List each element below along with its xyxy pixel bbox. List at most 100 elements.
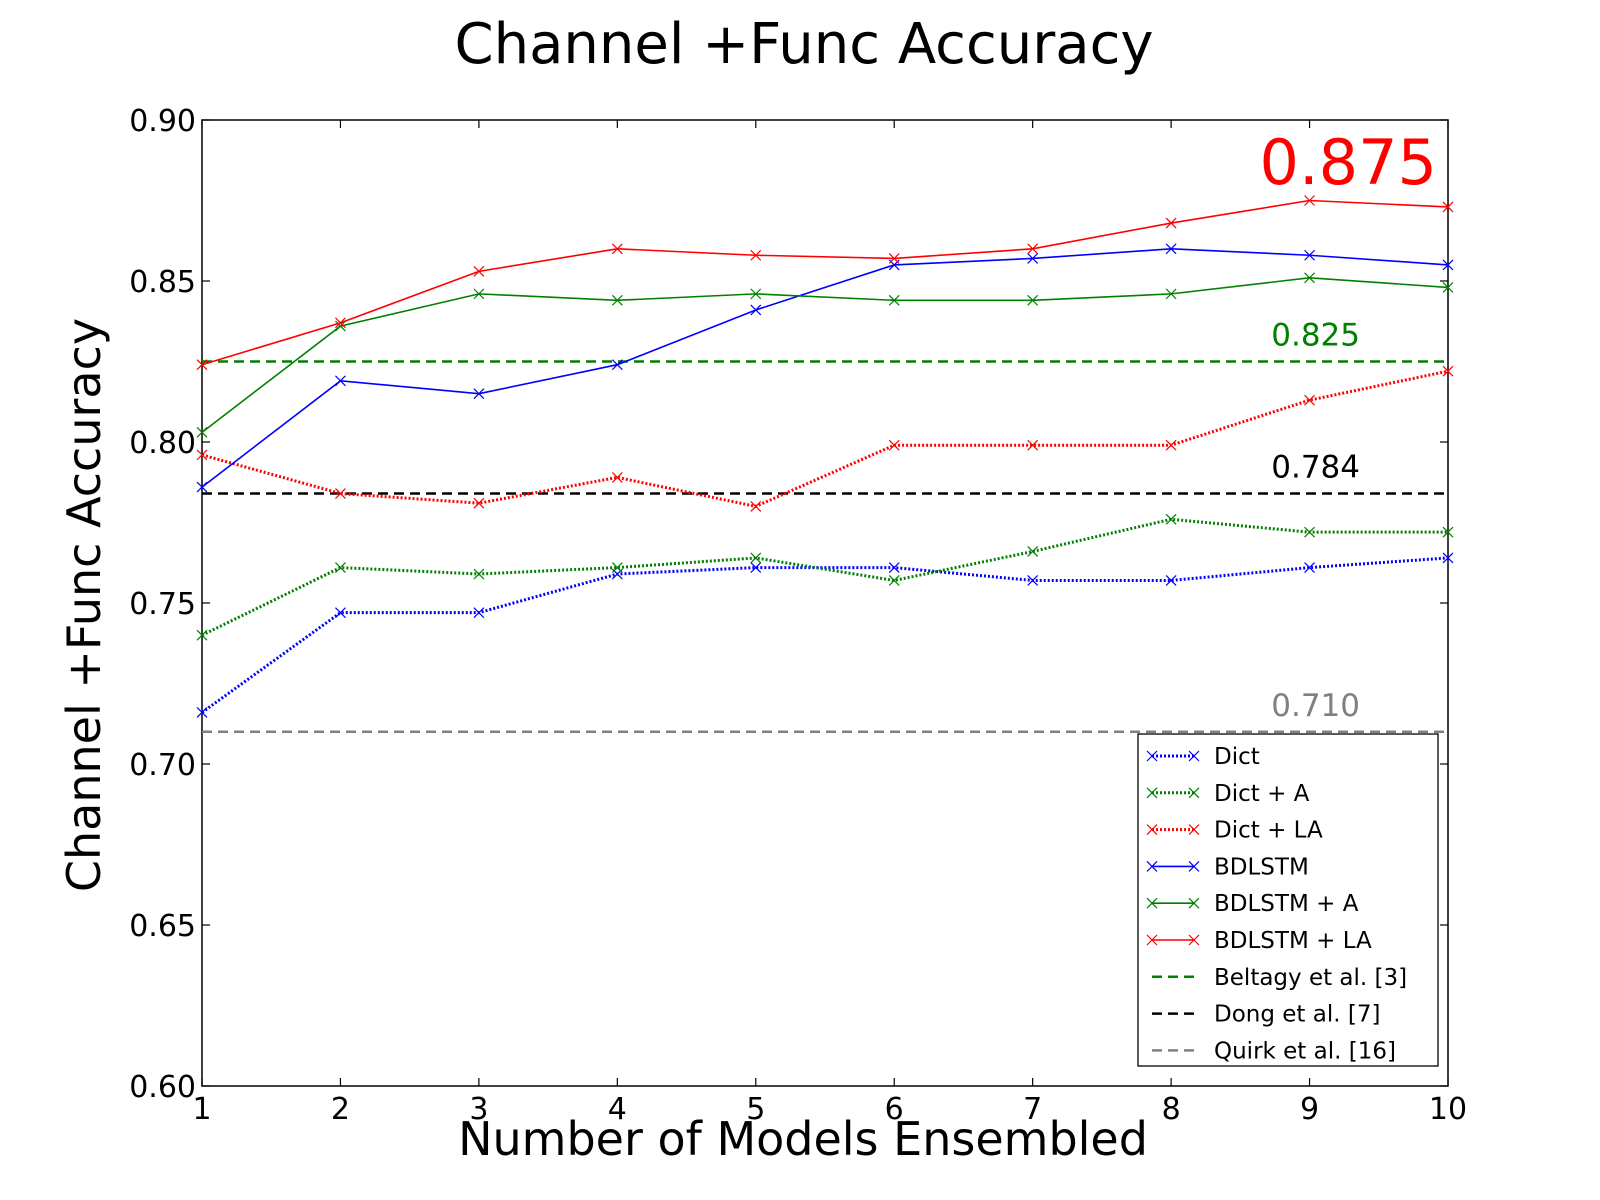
data-point [1442, 365, 1454, 377]
legend-frame [1137, 733, 1439, 1067]
data-point [1442, 526, 1454, 538]
x-tick-label: 4 [608, 1092, 627, 1127]
y-tick-label: 0.80 [129, 426, 196, 461]
data-point [335, 562, 346, 574]
data-point [1146, 787, 1158, 799]
series-bdlstm-a [196, 272, 1454, 438]
series-line [201, 247, 1449, 488]
data-point [1188, 750, 1200, 762]
legend-item: Quirk et al. [16] [1152, 1038, 1396, 1064]
y-tick-label: 0.65 [129, 909, 196, 944]
reference-line-label: 0.825 [1271, 318, 1360, 354]
data-point [196, 707, 208, 718]
x-tick-label: 2 [331, 1092, 350, 1127]
legend-item: BDLSTM + LA [1146, 928, 1372, 954]
data-point [1188, 824, 1200, 836]
data-point [473, 388, 485, 400]
data-point [611, 562, 623, 574]
plot-area: 1 2 3 4 5 6 7 8 9 10 0.60 0.65 0.70 0.75 0.80 0.85 0.90 0… [129, 104, 1467, 1127]
data-point [196, 481, 208, 493]
data-point [196, 449, 208, 461]
data-point [473, 607, 485, 619]
series-dict-a [196, 513, 1454, 641]
data-point [473, 568, 485, 580]
x-tick-label: 3 [469, 1092, 488, 1127]
x-tick-label: 6 [885, 1092, 904, 1127]
x-tick-label: 1 [192, 1092, 211, 1127]
legend-label: Dict + A [1214, 781, 1310, 807]
reference-line-label: 0.784 [1271, 450, 1360, 486]
data-point [1146, 750, 1158, 762]
data-point [335, 488, 346, 499]
data-point [750, 288, 762, 300]
data-point [1442, 201, 1454, 213]
data-point [888, 562, 900, 574]
data-point [1304, 526, 1315, 538]
legend-item: Dict + A [1146, 781, 1310, 807]
data-point [1027, 294, 1039, 306]
legend-item: Beltagy et al. [3] [1152, 965, 1407, 991]
data-point [1188, 787, 1200, 799]
data-point [335, 317, 346, 329]
data-point [1146, 897, 1158, 909]
data-point [1027, 439, 1039, 451]
data-point [1188, 860, 1200, 872]
data-point [750, 500, 762, 512]
data-point [1165, 439, 1177, 451]
data-point [1165, 575, 1177, 586]
legend-item: Dong et al. [7] [1152, 1002, 1380, 1028]
data-point [473, 265, 485, 277]
x-axis-label: Number of Models Ensembled [458, 1112, 1148, 1166]
data-point [335, 607, 346, 619]
data-point [888, 439, 900, 451]
legend-label: BDLSTM + A [1214, 891, 1359, 917]
data-point [196, 629, 208, 641]
series-dict-la [196, 365, 1454, 512]
y-tick-label: 0.60 [129, 1070, 196, 1105]
x-tick-label: 10 [1429, 1092, 1467, 1127]
data-point [335, 320, 346, 332]
data-point [611, 359, 623, 371]
data-point [750, 249, 762, 261]
data-point [1304, 272, 1315, 284]
series-line [201, 517, 1448, 637]
data-point [335, 375, 346, 387]
y-tick-label: 0.90 [129, 104, 196, 139]
data-point [1146, 934, 1158, 946]
legend-label: BDLSTM + LA [1214, 928, 1372, 954]
best-score-annotation: 0.875 [1260, 126, 1438, 199]
series-dict [196, 552, 1454, 718]
data-point [1027, 243, 1039, 255]
data-point [1442, 552, 1454, 564]
legend-item: Dict + LA [1146, 818, 1323, 844]
data-point [1188, 934, 1200, 946]
data-point [196, 426, 208, 438]
data-point [1146, 824, 1158, 836]
data-point [473, 288, 485, 300]
data-point [750, 304, 762, 316]
y-axis-label: Channel +Func Accuracy [57, 318, 111, 892]
data-point [611, 471, 623, 483]
data-point [1188, 897, 1200, 909]
legend-label: BDLSTM [1214, 854, 1309, 880]
data-point [888, 294, 900, 306]
data-point [1165, 243, 1177, 255]
series-line [201, 556, 1449, 714]
data-point [196, 359, 208, 371]
series-line [201, 199, 1449, 366]
data-point [1027, 575, 1039, 586]
legend-label: Dong et al. [7] [1214, 1002, 1380, 1028]
legend-label: Dict + LA [1214, 818, 1323, 844]
data-point [1165, 217, 1177, 229]
legend-label: Beltagy et al. [3] [1214, 965, 1407, 991]
data-point [1304, 195, 1315, 206]
data-point [1027, 253, 1039, 264]
reference-line-label: 0.710 [1271, 688, 1360, 724]
x-tick-label: 9 [1300, 1092, 1319, 1127]
data-point [1442, 259, 1454, 271]
data-point [1165, 513, 1177, 525]
legend-label: Dict [1214, 744, 1260, 770]
x-tick-label: 7 [1023, 1092, 1042, 1127]
data-point [1304, 249, 1315, 261]
